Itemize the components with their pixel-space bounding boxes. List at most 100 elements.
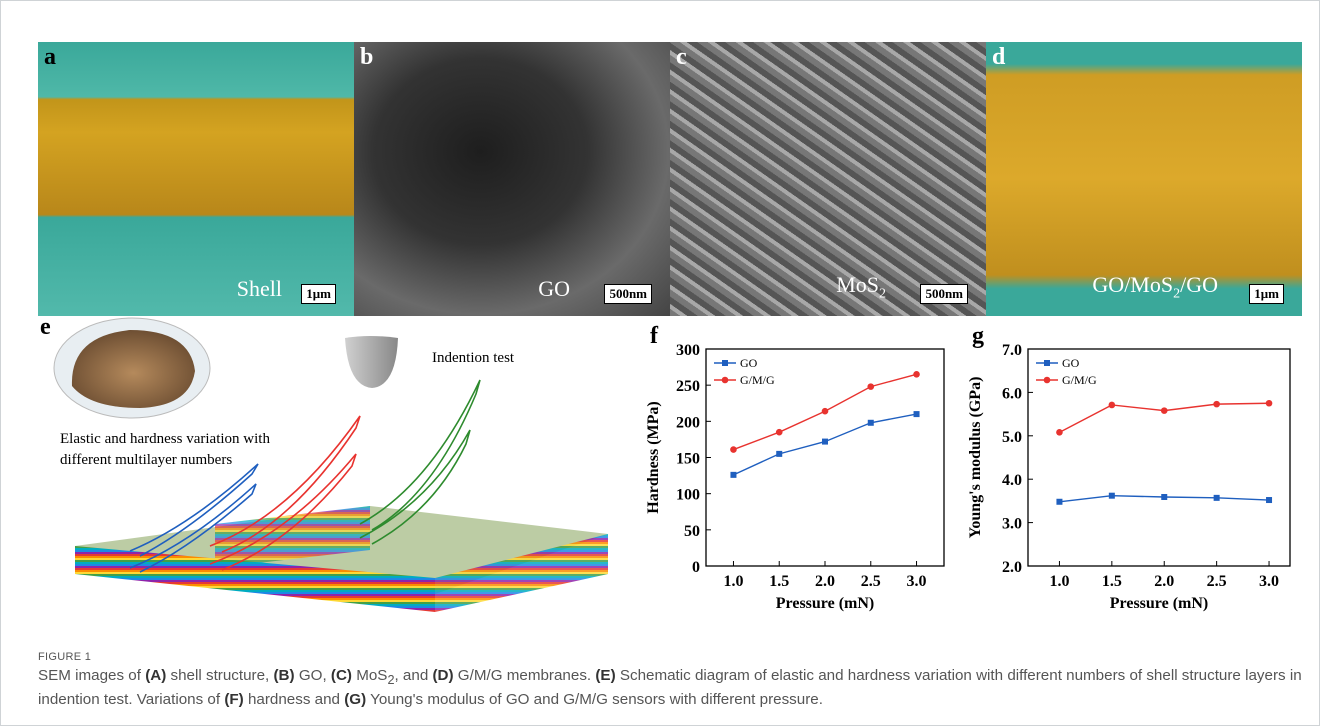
annotation: different multilayer numbers bbox=[60, 452, 232, 468]
point bbox=[730, 446, 737, 453]
image-caption: GO/MoS2/GO bbox=[1092, 272, 1218, 302]
legend-label: GO bbox=[1062, 356, 1080, 370]
y-tick-label: 6.0 bbox=[1002, 385, 1022, 402]
point bbox=[730, 472, 736, 478]
text: (F) bbox=[224, 691, 243, 708]
text: /GO bbox=[1180, 272, 1218, 297]
text: (D) bbox=[432, 667, 453, 684]
point bbox=[822, 439, 828, 445]
caption: SEM images of (A) shell structure, (B) G… bbox=[38, 666, 1313, 710]
image-caption: GO bbox=[538, 276, 570, 302]
x-tick-label: 2.0 bbox=[1154, 573, 1174, 590]
point bbox=[1214, 495, 1220, 501]
text: SEM images of bbox=[38, 667, 145, 684]
sem-image: c MoS2 500nm bbox=[670, 42, 986, 316]
x-tick-label: 1.0 bbox=[1049, 573, 1069, 590]
caption-title: FIGURE 1 bbox=[38, 651, 91, 663]
y-tick-label: 300 bbox=[676, 342, 700, 359]
point bbox=[868, 420, 874, 426]
panel-label: e bbox=[40, 316, 51, 340]
point bbox=[1109, 402, 1116, 409]
legend-marker bbox=[1044, 377, 1051, 384]
y-tick-label: 2.0 bbox=[1002, 559, 1022, 576]
schematic: e Indention test Elastic and hardness va… bbox=[30, 316, 630, 616]
y-tick-label: 150 bbox=[676, 451, 700, 468]
x-axis-title: Pressure (mN) bbox=[1110, 595, 1209, 612]
x-tick-label: 1.0 bbox=[723, 573, 743, 590]
annotation: Indention test bbox=[432, 350, 515, 366]
x-axis-title: Pressure (mN) bbox=[776, 595, 875, 612]
point bbox=[867, 383, 874, 390]
x-tick-label: 1.5 bbox=[1102, 573, 1122, 590]
point bbox=[1056, 499, 1062, 505]
sem-image: d GO/MoS2/GO 1μm bbox=[986, 42, 1302, 316]
scale-bar: 500nm bbox=[920, 284, 968, 304]
point bbox=[1266, 497, 1272, 503]
legend-label: GO bbox=[740, 356, 758, 370]
text: , and bbox=[394, 667, 432, 684]
text: (A) bbox=[145, 667, 166, 684]
y-tick-label: 200 bbox=[676, 414, 700, 431]
legend-marker bbox=[722, 360, 728, 366]
text: GO/MoS bbox=[1092, 272, 1173, 297]
text: (G) bbox=[344, 691, 366, 708]
scale-bar: 1μm bbox=[1249, 284, 1284, 304]
x-tick-label: 3.0 bbox=[1259, 573, 1279, 590]
point bbox=[1213, 401, 1220, 408]
point bbox=[1056, 429, 1063, 436]
x-tick-label: 2.5 bbox=[1207, 573, 1227, 590]
y-tick-label: 0 bbox=[692, 559, 700, 576]
legend-label: G/M/G bbox=[1062, 373, 1097, 387]
point bbox=[914, 411, 920, 417]
text: shell structure, bbox=[166, 667, 273, 684]
image-caption: Shell bbox=[237, 276, 282, 302]
text: hardness and bbox=[244, 691, 344, 708]
text: (C) bbox=[331, 667, 352, 684]
sem-image: b GO 500nm bbox=[354, 42, 670, 316]
text: MoS bbox=[352, 667, 387, 684]
subscript: 2 bbox=[879, 286, 886, 301]
text: GO, bbox=[295, 667, 331, 684]
charts: f 0 50 100 150 200 250 300 1.0 1.5 2.0 2.5 3.0 Pressu… bbox=[620, 316, 1320, 632]
page: a Shell 1μm b GO 500nm c MoS2 500nm d GO… bbox=[0, 0, 1320, 726]
x-tick-label: 1.5 bbox=[769, 573, 789, 590]
y-tick-label: 100 bbox=[676, 487, 700, 504]
point bbox=[1161, 407, 1168, 414]
point bbox=[1109, 493, 1115, 499]
x-tick-label: 3.0 bbox=[907, 573, 927, 590]
text: Young's modulus of GO and G/M/G sensors … bbox=[366, 691, 823, 708]
point bbox=[1266, 400, 1273, 407]
legend-marker bbox=[722, 377, 729, 384]
x-tick-label: 2.0 bbox=[815, 573, 835, 590]
panel-label: c bbox=[676, 44, 687, 71]
scale-bar: 500nm bbox=[604, 284, 652, 304]
panel-label: d bbox=[992, 44, 1005, 71]
y-tick-label: 50 bbox=[684, 523, 700, 540]
y-tick-label: 250 bbox=[676, 378, 700, 395]
panel-label: f bbox=[650, 323, 659, 349]
panel-label: b bbox=[360, 44, 373, 71]
panel-label: a bbox=[44, 44, 56, 71]
image-caption: MoS2 bbox=[836, 272, 886, 302]
text: (B) bbox=[274, 667, 295, 684]
y-tick-label: 4.0 bbox=[1002, 472, 1022, 489]
point bbox=[913, 371, 920, 378]
text: MoS bbox=[836, 272, 879, 297]
panel-label: g bbox=[972, 323, 984, 349]
sem-image: a Shell 1μm bbox=[38, 42, 354, 316]
y-tick-label: 5.0 bbox=[1002, 429, 1022, 446]
scale-bar: 1μm bbox=[301, 284, 336, 304]
annotation: Elastic and hardness variation with bbox=[60, 431, 270, 447]
y-axis-title: Hardness (MPa) bbox=[645, 401, 662, 513]
text: G/M/G membranes. bbox=[454, 667, 596, 684]
point bbox=[1161, 494, 1167, 500]
x-tick-label: 2.5 bbox=[861, 573, 881, 590]
y-tick-label: 7.0 bbox=[1002, 342, 1022, 359]
legend-marker bbox=[1044, 360, 1050, 366]
legend-label: G/M/G bbox=[740, 373, 775, 387]
text: (E) bbox=[595, 667, 615, 684]
y-axis-title: Young's modulus (GPa) bbox=[967, 377, 984, 539]
point bbox=[776, 451, 782, 457]
point bbox=[822, 408, 829, 415]
y-tick-label: 3.0 bbox=[1002, 516, 1022, 533]
